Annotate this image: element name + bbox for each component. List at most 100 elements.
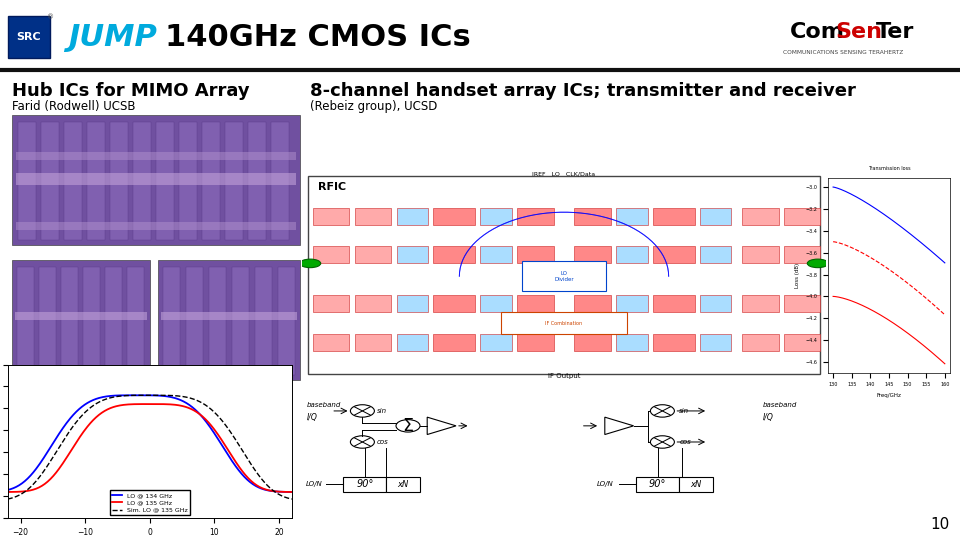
Text: IF Output: IF Output xyxy=(548,373,580,379)
Bar xyxy=(8,16,50,58)
LO @ 134 GHz xyxy=(3,487,14,493)
Text: I/Q: I/Q xyxy=(763,413,774,422)
Bar xyxy=(39,267,56,375)
Text: Com: Com xyxy=(790,22,845,42)
Bar xyxy=(501,313,627,334)
Bar xyxy=(700,334,732,351)
Bar xyxy=(355,208,392,225)
LO @ 135 GHz xyxy=(2,489,13,495)
Sim. LO @ 135 GHz xyxy=(171,393,182,399)
Bar xyxy=(186,267,203,375)
Text: Ter: Ter xyxy=(876,22,914,42)
LO @ 134 GHz xyxy=(172,396,183,402)
Bar xyxy=(636,477,680,491)
Bar xyxy=(522,261,606,291)
Bar xyxy=(516,208,554,225)
Bar xyxy=(16,152,296,160)
Bar xyxy=(480,334,512,351)
Bar xyxy=(480,208,512,225)
LO @ 135 GHz xyxy=(242,475,253,481)
Bar xyxy=(783,295,821,313)
Bar xyxy=(616,208,648,225)
Text: 90°: 90° xyxy=(649,479,666,489)
Sim. LO @ 135 GHz xyxy=(286,496,298,502)
Sim. LO @ 135 GHz xyxy=(260,481,272,488)
Bar xyxy=(700,246,732,264)
Bar xyxy=(255,267,272,375)
Text: Sen: Sen xyxy=(835,22,882,42)
Bar xyxy=(313,208,349,225)
LO @ 134 GHz xyxy=(242,477,253,484)
Bar xyxy=(313,334,349,351)
Text: JUMP: JUMP xyxy=(68,23,156,51)
Bar xyxy=(16,222,296,230)
Bar xyxy=(110,122,128,240)
Text: Hub ICs for MIMO Array: Hub ICs for MIMO Array xyxy=(12,82,250,100)
Bar xyxy=(64,122,82,240)
Bar xyxy=(355,246,392,264)
Text: 90°: 90° xyxy=(356,479,373,489)
Bar xyxy=(616,246,648,264)
Text: xN: xN xyxy=(690,480,702,489)
Bar xyxy=(61,267,78,375)
LO @ 135 GHz xyxy=(172,402,183,408)
Bar xyxy=(0,0,960,70)
Text: RFIC: RFIC xyxy=(318,183,347,192)
LO @ 134 GHz xyxy=(177,398,188,404)
Bar xyxy=(202,122,220,240)
Line: LO @ 135 GHz: LO @ 135 GHz xyxy=(8,404,292,492)
Bar xyxy=(616,334,648,351)
Circle shape xyxy=(807,259,828,268)
LO @ 135 GHz xyxy=(177,403,188,409)
Bar xyxy=(313,295,349,313)
Circle shape xyxy=(300,259,321,268)
Text: LO/N: LO/N xyxy=(306,481,323,487)
LO @ 134 GHz xyxy=(260,487,272,493)
Bar xyxy=(12,115,300,245)
LO @ 135 GHz xyxy=(144,401,156,407)
Bar xyxy=(742,246,779,264)
Bar xyxy=(248,122,266,240)
Line: LO @ 134 GHz: LO @ 134 GHz xyxy=(8,395,292,492)
Bar xyxy=(700,295,732,313)
Bar xyxy=(742,208,779,225)
Bar xyxy=(653,208,695,225)
Sim. LO @ 135 GHz xyxy=(242,456,253,463)
Sim. LO @ 135 GHz xyxy=(2,496,13,502)
LO @ 134 GHz xyxy=(132,392,143,399)
Text: IREF   LO   CLK/Data: IREF LO CLK/Data xyxy=(533,172,595,177)
Bar xyxy=(271,122,289,240)
Bar xyxy=(742,295,779,313)
Text: sin: sin xyxy=(376,408,387,414)
Bar xyxy=(433,334,475,351)
Legend: LO @ 134 GHz, LO @ 135 GHz, Sim. LO @ 135 GHz: LO @ 134 GHz, LO @ 135 GHz, Sim. LO @ 13… xyxy=(109,490,190,515)
Text: cos: cos xyxy=(680,439,691,445)
Text: 10: 10 xyxy=(931,517,950,532)
Y-axis label: Loss (dB): Loss (dB) xyxy=(796,263,801,288)
Sim. LO @ 135 GHz xyxy=(172,393,183,399)
Sim. LO @ 135 GHz xyxy=(3,496,14,502)
Bar xyxy=(355,334,392,351)
Bar xyxy=(278,267,295,375)
Bar xyxy=(516,295,554,313)
Bar xyxy=(16,173,296,185)
Text: 140GHz CMOS ICs: 140GHz CMOS ICs xyxy=(165,23,470,51)
LO @ 135 GHz xyxy=(286,489,298,495)
Text: I/Q: I/Q xyxy=(307,413,318,422)
Line: Sim. LO @ 135 GHz: Sim. LO @ 135 GHz xyxy=(8,395,292,499)
Text: LO
Divider: LO Divider xyxy=(554,271,574,281)
Bar xyxy=(396,208,428,225)
Bar xyxy=(433,295,475,313)
Bar xyxy=(133,122,151,240)
Bar xyxy=(783,334,821,351)
Bar xyxy=(653,334,695,351)
Bar xyxy=(87,122,105,240)
Bar xyxy=(12,260,150,380)
Text: (Rebeiz group), UCSD: (Rebeiz group), UCSD xyxy=(310,100,438,113)
Text: baseband: baseband xyxy=(763,402,798,408)
Bar xyxy=(313,246,349,264)
Bar xyxy=(433,246,475,264)
X-axis label: Freq/GHz: Freq/GHz xyxy=(876,393,901,398)
Bar xyxy=(344,477,386,491)
Sim. LO @ 135 GHz xyxy=(177,393,188,400)
